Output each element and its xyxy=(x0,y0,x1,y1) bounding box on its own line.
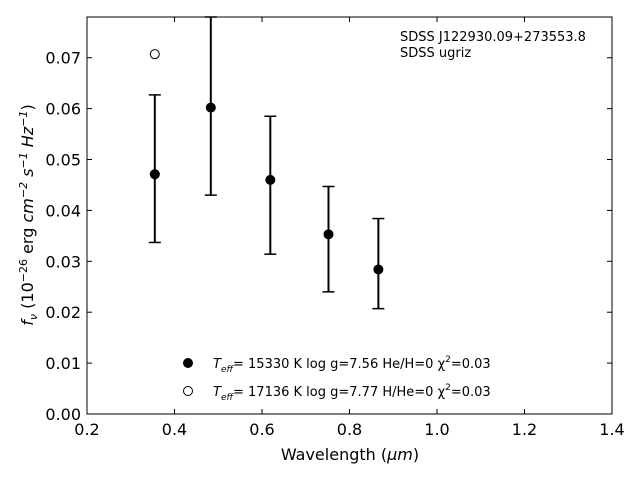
annotation-survey: SDSS ugriz xyxy=(400,46,471,61)
observed-point xyxy=(265,174,276,185)
y-tick-label: 0.02 xyxy=(45,303,81,322)
legend-entry-1: Teff= 15330 K log g=7.56 He/H=0 χ2=0.03 xyxy=(213,355,491,375)
y-tick-label: 0.03 xyxy=(45,252,81,271)
observed-point xyxy=(323,229,334,240)
y-tick-label: 0.01 xyxy=(45,354,81,373)
legend-entry-2: Teff= 17136 K log g=7.77 H/He=0 χ2=0.03 xyxy=(213,383,491,403)
annotation-object-name: SDSS J122930.09+273553.8 xyxy=(400,30,586,45)
y-tick-label: 0.06 xyxy=(45,100,81,119)
y-tick-label: 0.07 xyxy=(45,49,81,68)
axis-ticks xyxy=(86,17,613,415)
x-axis-label: Wavelength (μm) xyxy=(281,445,419,464)
x-tick-label: 0.6 xyxy=(249,420,274,439)
y-axis-label: fν (10−26 erg cm−2 s−1 Hz−1) xyxy=(17,104,40,325)
x-tick-label: 0.4 xyxy=(162,420,187,439)
x-tick-label: 1.2 xyxy=(512,420,537,439)
legend-marker-filled xyxy=(183,358,193,368)
x-tick-label: 0.2 xyxy=(74,420,99,439)
observed-point xyxy=(373,264,384,275)
model-point-open xyxy=(149,49,160,60)
plot-frame xyxy=(86,16,613,415)
error-bars xyxy=(148,16,385,310)
observed-point xyxy=(205,102,216,113)
y-tick-label: 0.00 xyxy=(45,405,81,424)
y-tick-label: 0.05 xyxy=(45,151,81,170)
legend-marker-open xyxy=(183,386,193,396)
y-tick-label: 0.04 xyxy=(45,201,81,220)
x-tick-label: 0.8 xyxy=(337,420,362,439)
x-tick-labels: 0.2 0.4 0.6 0.8 1.0 1.2 1.4 xyxy=(74,420,624,439)
legend: Teff= 15330 K log g=7.56 He/H=0 χ2=0.03 … xyxy=(183,355,491,403)
x-tick-label: 1.0 xyxy=(424,420,449,439)
model-point-filled xyxy=(149,169,160,180)
y-tick-labels: 0.00 0.01 0.02 0.03 0.04 0.05 0.06 0.07 xyxy=(45,49,81,424)
data-points xyxy=(149,49,160,180)
x-tick-label: 1.4 xyxy=(599,420,624,439)
